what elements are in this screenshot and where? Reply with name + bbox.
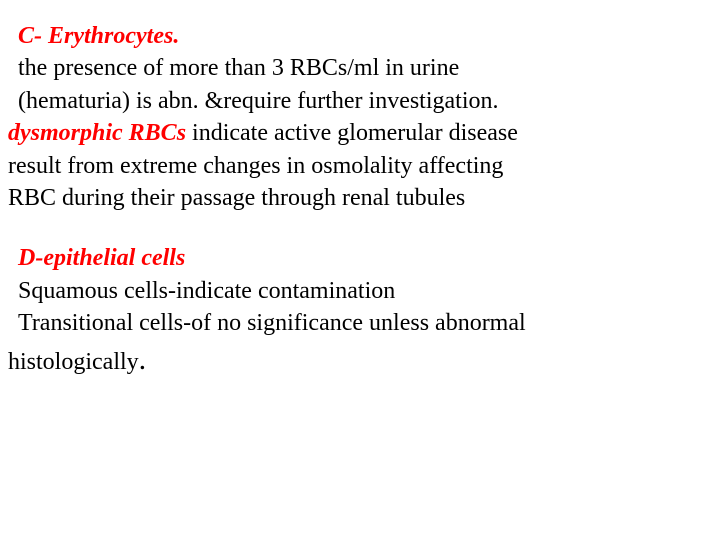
text-c-line3: indicate active glomerular disease [186,120,518,146]
text-c-line1: the presence of more than 3 RBCs/ml in u… [18,55,459,81]
slide-body: C- Erythrocytes. the presence of more th… [0,0,720,380]
text-d-line2: Transitional cells-of no significance un… [18,310,526,336]
section-erythrocytes: C- Erythrocytes. the presence of more th… [8,20,712,214]
section-c-indent: C- Erythrocytes. the presence of more th… [8,20,712,117]
text-c-line4: result from extreme changes in osmolalit… [8,153,503,179]
text-d-line1: Squamous cells-indicate contamination [18,278,395,304]
text-d-period: . [139,343,147,376]
section-c-cont: dysmorphic RBCs indicate active glomerul… [8,117,712,214]
heading-erythrocytes: C- Erythrocytes. [18,23,179,49]
section-d-cont: histologically. [8,340,712,381]
heading-epithelial: D-epithelial cells [18,245,185,271]
section-d-indent: D-epithelial cells Squamous cells-indica… [8,242,712,339]
text-c-line5: RBC during their passage through renal t… [8,185,465,211]
text-d-line3: histologically [8,349,139,375]
text-c-line2: (hematuria) is abn. &require further inv… [18,88,499,114]
section-epithelial: D-epithelial cells Squamous cells-indica… [8,242,712,380]
emph-dysmorphic: dysmorphic RBCs [8,120,186,146]
